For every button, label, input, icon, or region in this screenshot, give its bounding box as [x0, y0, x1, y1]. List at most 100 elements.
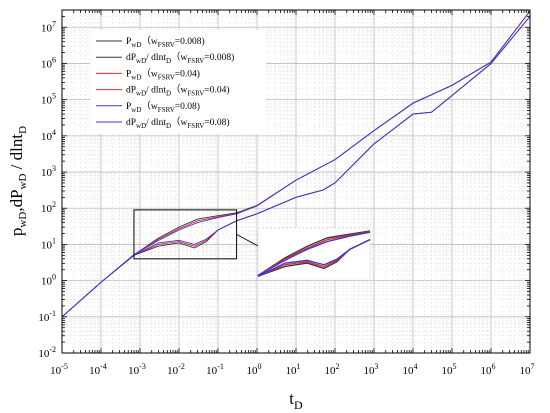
legend-label-part: D: [166, 57, 171, 65]
y-title-part-4: / dlnt: [7, 134, 26, 174]
inset-series-line-2: [257, 231, 371, 277]
x-tick-exp: -1: [217, 362, 224, 371]
x-tick-base: 10: [520, 365, 532, 377]
x-tick-exp: -5: [61, 362, 68, 371]
y-tick-label-2: 100: [41, 273, 56, 288]
y-tick-exp: -1: [49, 309, 56, 318]
legend-label-4: PwD（wFSRV=0.08): [126, 100, 200, 114]
legend-label-part: FSRV: [158, 41, 175, 49]
y-tick-label-6: 104: [41, 128, 56, 143]
y-tick-base: 10: [41, 131, 53, 143]
legend-label-part: dP: [126, 86, 136, 96]
legend-label-part: FSRV: [158, 73, 175, 81]
legend: PwD（wFSRV=0.008)dPwD/ dlntD（wFSRV=0.008)…: [90, 30, 266, 134]
legend-label-part: wD: [136, 122, 146, 130]
y-tick-base: 10: [41, 22, 53, 34]
series-line-5: [61, 16, 531, 318]
y-tick-label-5: 103: [41, 164, 56, 179]
x-tick-exp: -2: [178, 362, 185, 371]
legend-label-part: wD: [131, 41, 141, 49]
y-tick-exp: 0: [52, 273, 56, 282]
x-axis-title-main: t: [289, 389, 294, 408]
inset-series-line-4: [257, 231, 371, 277]
x-tick-exp: 7: [531, 362, 535, 371]
legend-label-part: wD: [131, 106, 141, 114]
legend-label-part: FSRV: [187, 57, 204, 65]
x-axis-title: tD: [289, 389, 303, 412]
legend-label-part: / dlnt: [146, 53, 166, 63]
legend-label-part: =0.008): [204, 52, 234, 63]
legend-label-part: wD: [136, 90, 146, 98]
legend-label-2: PwD（wFSRV=0.04): [126, 67, 200, 81]
y-title-part-3: wD: [17, 174, 29, 190]
x-tick-label-9: 104: [403, 362, 418, 377]
y-tick-exp: 3: [52, 164, 56, 173]
x-tick-exp: -4: [100, 362, 107, 371]
legend-label-part: FSRV: [158, 106, 175, 114]
x-tick-label-0: 10-5: [50, 362, 68, 377]
x-tick-base: 10: [89, 365, 101, 377]
legend-label-part: =0.04): [175, 68, 200, 79]
legend-label-part: （w: [171, 84, 188, 96]
y-tick-exp: 1: [52, 236, 56, 245]
inset-series-line-5: [257, 239, 371, 277]
x-tick-label-12: 107: [520, 362, 535, 377]
y-tick-exp: -2: [49, 345, 56, 354]
y-tick-exp: 7: [52, 19, 56, 28]
y-tick-base: 10: [41, 276, 53, 288]
y-tick-exp: 5: [52, 92, 56, 101]
legend-label-1: dPwD/ dlntD（wFSRV=0.008): [126, 51, 234, 65]
y-title-part-1: wD: [17, 212, 29, 228]
legend-label-part: P: [126, 69, 131, 79]
y-tick-base: 10: [41, 167, 53, 179]
y-tick-label-8: 106: [41, 55, 56, 70]
y-tick-base: 10: [38, 312, 50, 324]
x-tick-exp: 4: [414, 362, 418, 371]
x-tick-base: 10: [128, 365, 140, 377]
legend-label-part: =0.04): [204, 85, 229, 96]
y-title-part-0: p: [7, 228, 26, 237]
x-tick-exp: 3: [375, 362, 379, 371]
x-tick-base: 10: [247, 365, 259, 377]
legend-label-5: dPwD/ dlntD（wFSRV=0.08): [126, 116, 230, 130]
x-tick-exp: -3: [139, 362, 146, 371]
series-group: [61, 10, 531, 318]
y-tick-exp: 2: [52, 200, 56, 209]
x-tick-label-2: 10-3: [128, 362, 146, 377]
legend-label-0: PwD（wFSRV=0.008): [126, 35, 205, 49]
x-tick-exp: 2: [336, 362, 340, 371]
x-tick-label-7: 102: [325, 362, 340, 377]
legend-label-part: =0.08): [175, 101, 200, 112]
legend-label-part: / dlnt: [146, 86, 166, 96]
y-tick-exp: 6: [52, 55, 56, 64]
legend-label-part: wD: [131, 73, 141, 81]
y-title-part-2: ,dP: [7, 189, 26, 211]
zoom-inset-group: [133, 209, 371, 281]
x-axis-title-sub: D: [294, 398, 303, 412]
x-tick-base: 10: [403, 365, 415, 377]
x-tick-label-11: 106: [481, 362, 496, 377]
zoom-connector: [236, 234, 259, 247]
y-tick-base: 10: [41, 95, 53, 107]
x-tick-base: 10: [325, 365, 337, 377]
legend-label-part: （w: [171, 116, 188, 128]
zoom-inset: [257, 227, 371, 281]
x-tick-label-8: 103: [364, 362, 379, 377]
x-tick-label-1: 10-4: [89, 362, 107, 377]
y-tick-label-0: 10-2: [38, 345, 56, 360]
y-axis-title: pwD,dPwD / dlntD: [7, 126, 29, 236]
y-tick-label-9: 107: [41, 19, 56, 34]
y-tick-label-4: 102: [41, 200, 56, 215]
x-tick-label-6: 101: [286, 362, 301, 377]
x-tick-label-5: 100: [247, 362, 262, 377]
y-tick-exp: 4: [52, 128, 56, 137]
x-tick-base: 10: [167, 365, 179, 377]
inset-series-line-0: [257, 230, 371, 277]
series-line-4: [61, 10, 531, 318]
axis-ticks: [61, 9, 531, 354]
legend-label-part: （w: [171, 51, 188, 63]
x-tick-base: 10: [286, 365, 298, 377]
legend-label-part: P: [126, 37, 131, 47]
